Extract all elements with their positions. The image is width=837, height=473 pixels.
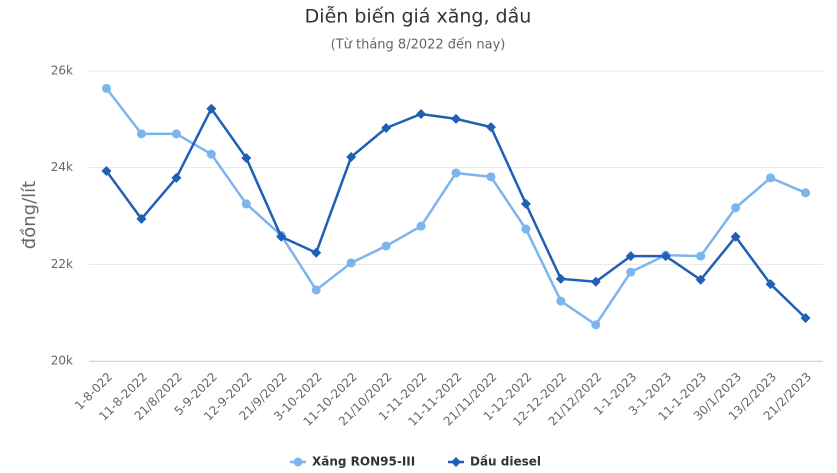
point <box>136 129 146 139</box>
y-tick-label: 26k <box>51 64 73 78</box>
point <box>381 123 392 134</box>
y-axis-label: đồng/lít <box>19 181 40 249</box>
point <box>800 312 811 323</box>
chart-subtitle: (Từ tháng 8/2022 đến nay) <box>331 38 506 53</box>
point <box>171 172 182 183</box>
point <box>311 247 322 258</box>
point <box>696 251 706 261</box>
point <box>206 149 216 159</box>
point <box>136 213 147 224</box>
point <box>451 168 461 178</box>
y-tick-label: 24k <box>51 160 73 174</box>
point <box>101 83 111 93</box>
point <box>590 276 601 287</box>
legend-label: Dầu diesel <box>470 455 541 469</box>
legend-marker <box>293 457 303 467</box>
point <box>206 103 217 114</box>
point <box>346 258 356 268</box>
point <box>660 251 671 262</box>
point <box>731 203 741 213</box>
point <box>485 122 496 133</box>
point <box>591 320 601 330</box>
point <box>556 296 566 306</box>
point <box>626 267 636 277</box>
point <box>520 198 531 209</box>
legend-marker <box>451 457 461 467</box>
point <box>625 251 636 262</box>
point <box>451 113 461 124</box>
point <box>695 274 706 285</box>
point <box>311 285 321 295</box>
point <box>171 129 181 139</box>
point <box>766 173 776 183</box>
point <box>241 199 251 209</box>
point <box>101 166 112 177</box>
series-line <box>105 106 807 319</box>
point <box>486 172 496 182</box>
point <box>416 221 426 231</box>
point <box>276 231 287 242</box>
point <box>381 241 391 251</box>
point <box>765 279 776 290</box>
point <box>730 231 741 242</box>
chart-title: Diễn biến giá xăng, dầu <box>305 5 532 28</box>
legend-label: Xăng RON95-III <box>312 455 415 469</box>
point <box>416 109 427 120</box>
point <box>801 188 811 198</box>
series-line <box>105 87 807 327</box>
y-tick-label: 22k <box>51 257 73 271</box>
point <box>346 152 357 163</box>
point <box>521 224 531 234</box>
point <box>555 273 566 284</box>
point <box>241 153 252 163</box>
y-tick-label: 20k <box>51 354 73 368</box>
